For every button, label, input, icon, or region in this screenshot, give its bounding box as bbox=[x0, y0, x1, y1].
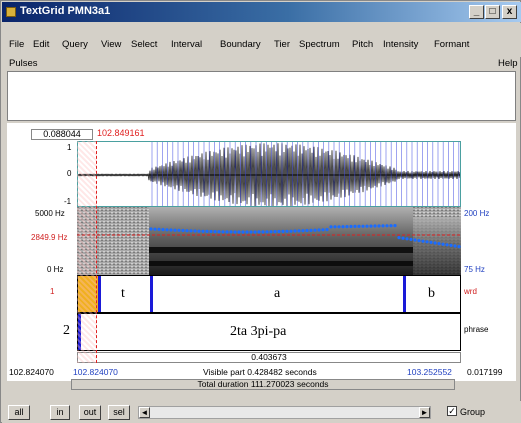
tier-phrase[interactable]: 2ta 3pi-pa bbox=[77, 313, 461, 351]
sound-axis-bottom: -1 bbox=[64, 197, 72, 206]
selected-interval[interactable] bbox=[78, 276, 98, 312]
interval-label-b[interactable]: b bbox=[428, 286, 435, 301]
menu-bar: File Edit Query View Select Interval Bou… bbox=[2, 23, 521, 57]
window-start-time[interactable]: 102.824070 bbox=[9, 367, 54, 377]
menu-query[interactable]: Query bbox=[62, 39, 88, 50]
waveform-panel[interactable] bbox=[77, 141, 461, 207]
sound-axis-top: 1 bbox=[67, 143, 72, 152]
app-icon bbox=[6, 7, 16, 17]
menu-file[interactable]: File bbox=[9, 39, 25, 50]
menu-intensity[interactable]: Intensity bbox=[383, 39, 419, 50]
pitch-axis-top: 200 Hz bbox=[464, 209, 490, 218]
zoom-in-button[interactable]: in bbox=[50, 405, 70, 420]
spec-axis-top: 5000 Hz bbox=[35, 209, 65, 218]
spectrogram-panel[interactable] bbox=[77, 207, 461, 275]
menu-boundary[interactable]: Boundary bbox=[220, 39, 261, 50]
menu-formant[interactable]: Formant bbox=[434, 39, 470, 50]
tier-word[interactable]: t a b bbox=[77, 275, 461, 313]
tier1-boundary-3[interactable] bbox=[403, 276, 406, 312]
waveform-plot bbox=[78, 142, 460, 206]
sound-axis-zero: 0 bbox=[67, 169, 72, 178]
menu-select[interactable]: Select bbox=[131, 39, 158, 50]
scroll-left-icon[interactable]: ◄ bbox=[139, 407, 150, 418]
right-value[interactable]: 0.017199 bbox=[467, 367, 503, 377]
tier1-boundary-1[interactable] bbox=[98, 276, 101, 312]
group-checkbox[interactable]: ✓ bbox=[447, 406, 457, 416]
window-title: TextGrid PMN3a1 bbox=[20, 5, 111, 17]
tier2-name: phrase bbox=[464, 325, 489, 334]
spec-axis-bottom: 0 Hz bbox=[47, 265, 64, 274]
editor-panel[interactable]: 0.088044 102.849161 1 0 -1 5000 Hz 2849.… bbox=[7, 123, 516, 381]
time-row: 102.824070 102.824070 Visible part 0.428… bbox=[7, 367, 516, 379]
group-label: Group bbox=[460, 407, 486, 417]
interval-label-t[interactable]: t bbox=[121, 286, 125, 301]
tier2-number: 2 bbox=[63, 323, 70, 338]
selection-duration[interactable]: 0.403673 bbox=[77, 352, 461, 363]
interval-label-a[interactable]: a bbox=[274, 286, 281, 301]
maximize-button[interactable]: □ bbox=[485, 5, 500, 19]
zoom-all-button[interactable]: all bbox=[8, 405, 30, 420]
tier1-number: 1 bbox=[50, 287, 55, 296]
tier1-name: wrd bbox=[464, 287, 477, 296]
horizontal-scrollbar[interactable]: ◄ ► bbox=[138, 406, 431, 419]
tier2-boundary-1[interactable] bbox=[78, 314, 81, 350]
minimize-button[interactable]: _ bbox=[469, 5, 484, 19]
spectrogram-plot bbox=[77, 207, 461, 275]
close-button[interactable]: x bbox=[502, 5, 517, 19]
total-duration[interactable]: Total duration 111.270023 seconds bbox=[71, 379, 455, 390]
tier1-boundary-2[interactable] bbox=[150, 276, 153, 312]
spec-cursor-freq: 2849.9 Hz bbox=[31, 233, 68, 242]
menu-interval[interactable]: Interval bbox=[171, 39, 203, 50]
menu-pulses[interactable]: Pulses bbox=[9, 58, 38, 69]
visible-part-label[interactable]: Visible part 0.428482 seconds bbox=[203, 367, 317, 377]
interval-text-field[interactable] bbox=[7, 71, 516, 121]
bottom-bar: all in out sel ◄ ► ✓ Group bbox=[2, 401, 521, 423]
visible-start-time[interactable]: 102.824070 bbox=[73, 367, 118, 377]
scroll-right-icon[interactable]: ► bbox=[419, 407, 430, 418]
menu-pitch[interactable]: Pitch bbox=[352, 39, 374, 50]
menu-edit[interactable]: Edit bbox=[33, 39, 50, 50]
cursor-line bbox=[96, 141, 97, 363]
visible-end-time[interactable]: 103.252552 bbox=[407, 367, 452, 377]
menu-help[interactable]: Help bbox=[498, 58, 518, 69]
cursor-time-label: 102.849161 bbox=[97, 128, 145, 138]
menu-tier[interactable]: Tier bbox=[274, 39, 291, 50]
title-bar[interactable]: TextGrid PMN3a1 _ □ x bbox=[2, 2, 521, 22]
pitch-axis-bottom: 75 Hz bbox=[464, 265, 485, 274]
menu-spectrum[interactable]: Spectrum bbox=[299, 39, 340, 50]
phrase-label[interactable]: 2ta 3pi-pa bbox=[230, 324, 287, 339]
zoom-out-button[interactable]: out bbox=[79, 405, 101, 420]
zoom-sel-button[interactable]: sel bbox=[108, 405, 130, 420]
menu-view[interactable]: View bbox=[101, 39, 122, 50]
left-time-box: 0.088044 bbox=[31, 129, 93, 140]
